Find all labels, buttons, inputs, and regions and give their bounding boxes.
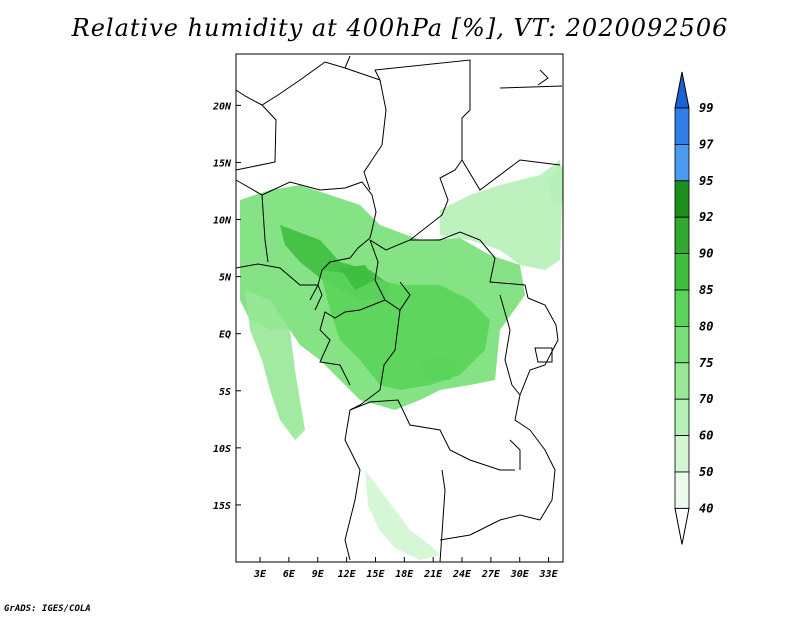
colorbar-segment: [674, 435, 690, 473]
humidity-blob: [340, 265, 375, 290]
lon-tick-label: 33E: [539, 569, 559, 580]
border-line: [317, 237, 371, 286]
border-line: [514, 297, 559, 431]
colorbar-label: 92: [699, 210, 713, 224]
country-borders: [235, 55, 563, 563]
border-line: [309, 283, 323, 311]
border-line: [499, 294, 521, 396]
border-line: [319, 299, 386, 386]
lon-tick-label: 9E: [312, 569, 325, 580]
lat-tick-label: 20N: [212, 101, 232, 112]
border-line: [509, 439, 521, 470]
colorbar-label: 75: [699, 356, 713, 370]
colorbar-segment: [674, 325, 690, 364]
lat-tick-label: 10N: [213, 216, 232, 227]
colorbar-label: 90: [699, 247, 713, 261]
border-line: [344, 59, 471, 119]
colorbar-label: 80: [699, 319, 713, 333]
border-line: [363, 79, 387, 191]
humidity-region-angola-trail: [365, 470, 440, 560]
border-line: [534, 347, 553, 363]
colorbar-label: 99: [699, 101, 713, 115]
colorbar-segment: [674, 289, 690, 327]
lon-tick-label: 12E: [338, 569, 357, 580]
border-line: [439, 514, 541, 541]
lon-tick-label: 18E: [395, 569, 414, 580]
lon-tick-label: 27E: [481, 569, 501, 580]
lon-tick-label: 21E: [423, 569, 443, 580]
colorbar: 99 97 95 92 90 85 80 75 70 60 50 40: [674, 71, 714, 545]
colorbar-segment: [674, 362, 690, 400]
lat-axis: 20N 15N 10N 5N EQ 5S 10S 15S: [212, 101, 241, 512]
lat-tick-label: 10S: [213, 444, 231, 455]
lon-tick-label: 30E: [510, 569, 530, 580]
lon-tick-label: 3E: [253, 569, 267, 580]
border-line: [235, 104, 277, 171]
colorbar-label: 95: [699, 174, 713, 188]
lat-tick-label: 5S: [219, 387, 231, 398]
border-line: [261, 194, 269, 263]
colorbar-label: 70: [699, 392, 713, 406]
humidity-blob: [548, 165, 563, 205]
border-line: [235, 55, 351, 106]
colorbar-bottom-arrow: [674, 507, 690, 545]
colorbar-label: 60: [699, 429, 713, 443]
colorbar-top-arrow: [674, 71, 690, 109]
border-line: [235, 179, 377, 239]
humidity-field: [240, 160, 563, 560]
border-line: [349, 309, 401, 411]
colorbar-label: 85: [699, 283, 713, 297]
colorbar-segment: [674, 180, 690, 218]
border-line: [349, 399, 515, 471]
lon-axis: 3E 6E 9E 12E 15E 18E 21E 24E 27E 30E 33E: [253, 557, 559, 580]
lon-tick-label: 15E: [366, 569, 385, 580]
colorbar-segment: [674, 143, 690, 182]
lat-tick-label: 15S: [213, 501, 231, 512]
humidity-blob: [420, 355, 460, 380]
colorbar-segment: [674, 398, 690, 437]
border-line: [439, 469, 446, 563]
map-title: Relative humidity at 400hPa [%], VT: 202…: [71, 14, 729, 42]
border-line: [499, 85, 563, 89]
colorbar-label: 97: [699, 137, 714, 151]
colorbar-label: 40: [699, 501, 713, 515]
lon-tick-label: 24E: [452, 569, 472, 580]
map-frame: [235, 53, 564, 563]
colorbar-segment: [674, 216, 690, 254]
border-line: [537, 69, 549, 86]
credit-label: GrADS: IGES/COLA: [4, 604, 91, 614]
colorbar-label: 50: [699, 465, 713, 479]
humidity-region-gabon-coast: [245, 290, 305, 440]
lon-tick-label: 6E: [283, 569, 296, 580]
border-line: [410, 231, 529, 299]
border-line: [529, 429, 556, 521]
lat-tick-label: 5N: [219, 273, 232, 284]
colorbar-segment: [674, 107, 690, 145]
border-line: [369, 118, 463, 251]
lat-tick-label: 15N: [213, 158, 232, 169]
colorbar-segment: [674, 471, 690, 509]
border-line: [344, 409, 361, 561]
humidity-region-sudan-plume: [440, 160, 563, 270]
colorbar-segment: [674, 253, 690, 291]
border-line: [461, 159, 561, 191]
lat-tick-label: EQ: [219, 330, 231, 341]
border-line: [235, 263, 318, 286]
